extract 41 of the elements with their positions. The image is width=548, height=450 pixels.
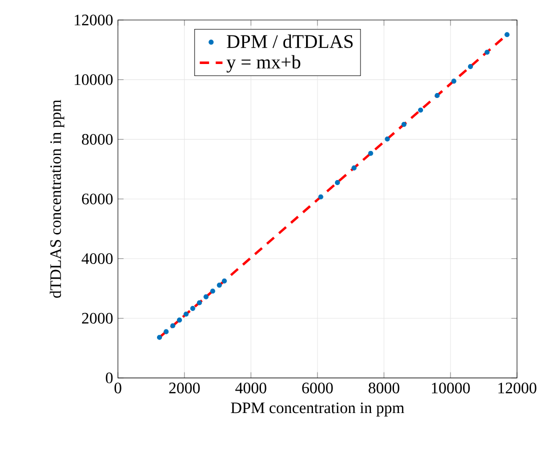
point bbox=[504, 32, 510, 38]
point bbox=[384, 136, 390, 142]
point bbox=[210, 288, 216, 294]
y-tick-label: 12000 bbox=[74, 14, 113, 26]
y-tick-label: 8000 bbox=[82, 134, 113, 145]
y-axis-title: dTDLAS concentration in ppm bbox=[50, 100, 64, 298]
x-tick-label: 2000 bbox=[169, 382, 200, 394]
point bbox=[204, 294, 209, 300]
point bbox=[216, 282, 222, 288]
x-axis-title: DPM concentration in ppm bbox=[230, 402, 404, 417]
point bbox=[468, 64, 473, 70]
point bbox=[401, 122, 406, 128]
y-tick-label: 10000 bbox=[74, 74, 113, 86]
x-tick-label: 8000 bbox=[368, 382, 400, 394]
point bbox=[222, 278, 227, 284]
y-tick-label: 4000 bbox=[82, 253, 113, 264]
point bbox=[318, 194, 324, 200]
point bbox=[156, 334, 162, 340]
point bbox=[451, 78, 456, 84]
x-tick-label: 0 bbox=[114, 382, 122, 394]
point bbox=[352, 166, 357, 171]
point bbox=[184, 312, 189, 317]
point bbox=[164, 329, 169, 334]
point bbox=[368, 150, 374, 156]
point bbox=[196, 300, 202, 306]
legend-label: DPM / dTDLAS bbox=[226, 34, 353, 48]
y-tick-label: 6000 bbox=[82, 194, 113, 204]
x-tick-label: 12000 bbox=[498, 382, 536, 394]
point bbox=[176, 318, 182, 323]
y-tick-label: 2000 bbox=[82, 313, 113, 324]
x-tick-label: 10000 bbox=[432, 382, 470, 394]
x-tick-label: 6000 bbox=[302, 382, 333, 394]
y-tick-label: 0 bbox=[106, 372, 113, 384]
point bbox=[418, 108, 424, 113]
legend-label: y = mx+b bbox=[226, 55, 300, 73]
point bbox=[434, 93, 440, 98]
point bbox=[334, 180, 340, 186]
point bbox=[170, 323, 176, 328]
point bbox=[190, 306, 196, 312]
x-tick-label: 4000 bbox=[235, 382, 266, 394]
point bbox=[484, 50, 490, 55]
